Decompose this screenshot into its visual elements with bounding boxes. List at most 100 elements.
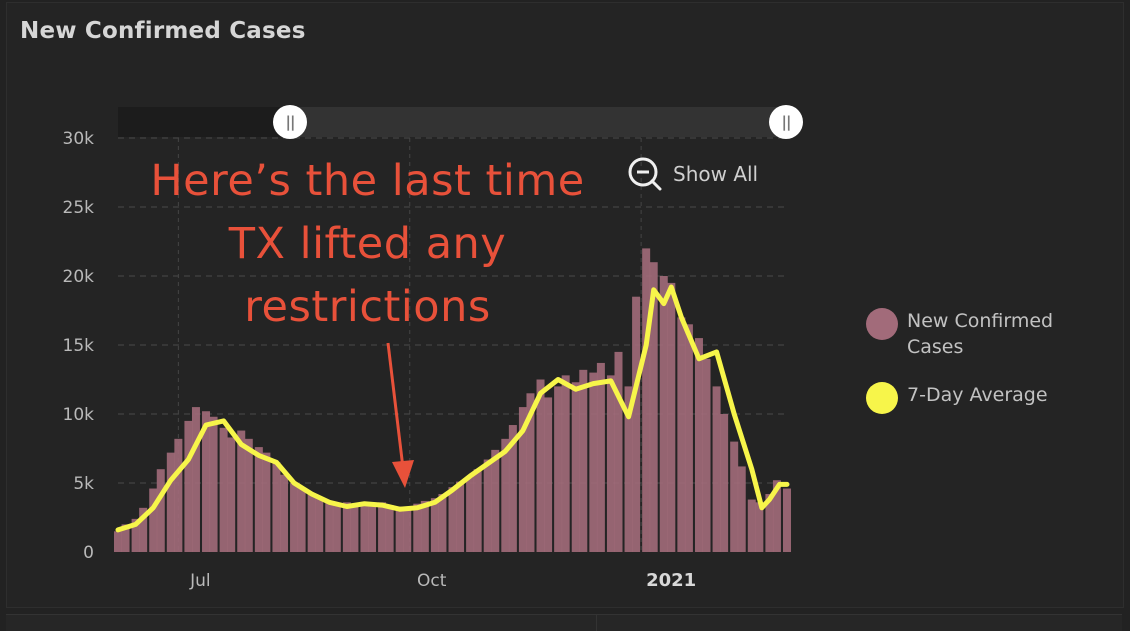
bar: [332, 505, 341, 552]
annotation-arrow: [386, 342, 405, 469]
bar: [430, 498, 439, 552]
bar: [473, 469, 482, 552]
bar: [315, 498, 324, 552]
legend-item-cases[interactable]: New Confirmed Cases: [866, 308, 1106, 360]
legend-swatch-cases: [866, 308, 898, 340]
bar: [466, 476, 475, 552]
legend-label-line: New Confirmed: [907, 310, 1054, 332]
bar: [755, 502, 764, 552]
bar: [544, 397, 553, 552]
bar: [156, 469, 165, 552]
bar: [596, 362, 605, 552]
bar: [325, 502, 334, 552]
y-tick-label: 25k: [63, 198, 95, 218]
bar: [420, 500, 429, 552]
average-line: [115, 284, 790, 533]
bar: [667, 282, 676, 552]
show-all-button[interactable]: Show All: [627, 156, 758, 192]
annotation-arrowhead: [392, 460, 414, 488]
y-tick-label: 0: [83, 543, 94, 563]
bar: [624, 386, 633, 552]
bar: [244, 438, 253, 552]
bar: [684, 324, 693, 552]
bar: [702, 358, 711, 552]
x-tick-label: 2021: [646, 570, 696, 591]
legend-label: New Confirmed Cases: [907, 308, 1053, 360]
bar: [571, 382, 580, 552]
bar: [649, 262, 658, 552]
bar: [720, 414, 729, 552]
bar: [536, 379, 545, 552]
bar: [403, 506, 412, 552]
legend-item-average[interactable]: 7-Day Average: [866, 382, 1106, 414]
bar: [237, 430, 246, 552]
legend: New Confirmed Cases 7-Day Average: [866, 308, 1106, 436]
bar: [438, 494, 447, 552]
bar: [659, 276, 668, 552]
annotation-text: Here’s the last time TX lifted any restr…: [95, 150, 640, 339]
bar: [290, 483, 299, 552]
y-tick-label: 10k: [63, 405, 95, 425]
bar: [184, 420, 193, 552]
bar: [772, 480, 781, 552]
bar: [254, 447, 263, 552]
range-slider-right-handle[interactable]: ||: [769, 105, 803, 139]
bar: [491, 449, 500, 552]
y-tick-label: 30k: [63, 129, 95, 149]
bar: [579, 369, 588, 552]
bar: [518, 407, 527, 552]
bar: [297, 488, 306, 552]
bar: [554, 386, 563, 552]
bar: [272, 462, 281, 552]
legend-swatch-average: [866, 382, 898, 414]
range-slider-left-handle[interactable]: ||: [273, 105, 307, 139]
annotation-line: restrictions: [244, 282, 491, 332]
bar: [219, 427, 228, 552]
bar: [642, 248, 651, 552]
bar: [191, 407, 200, 552]
bar: [395, 506, 404, 552]
show-all-label: Show All: [673, 162, 759, 186]
bar: [368, 506, 377, 552]
bar: [262, 452, 271, 552]
y-tick-label: 20k: [63, 267, 95, 287]
chart-title: New Confirmed Cases: [20, 18, 306, 44]
bar: [501, 438, 510, 552]
bar: [526, 393, 535, 552]
bar: [279, 474, 288, 552]
bar: [730, 441, 739, 552]
bar: [131, 518, 140, 552]
range-slider-excluded-region: [118, 107, 290, 137]
legend-label-line: Cases: [907, 336, 964, 358]
bar: [227, 437, 236, 552]
bar: [114, 531, 122, 552]
x-tick-label: Oct: [417, 571, 447, 591]
bar: [737, 466, 746, 552]
bar: [360, 505, 369, 552]
bar: [378, 502, 387, 552]
bar: [149, 488, 158, 552]
bar: [483, 459, 492, 552]
bar: [606, 375, 615, 552]
bar: [139, 507, 148, 552]
annotation-line: TX lifted any: [228, 219, 507, 269]
bar: [694, 338, 703, 552]
bar: [166, 452, 175, 552]
legend-label-line: 7-Day Average: [907, 384, 1048, 406]
drag-handle-icon: ||: [781, 113, 792, 131]
bar: [747, 499, 756, 552]
bar: [413, 503, 422, 552]
bar: [448, 487, 457, 552]
bar: [765, 494, 774, 552]
bar: [202, 411, 211, 552]
bar: [589, 372, 598, 552]
bar: [561, 375, 570, 552]
bar: [677, 317, 686, 552]
bar: [307, 494, 316, 552]
legend-label: 7-Day Average: [907, 382, 1048, 408]
bar: [456, 481, 465, 552]
zoom-out-icon: [628, 157, 662, 191]
bar: [209, 416, 218, 552]
bar: [350, 503, 359, 552]
